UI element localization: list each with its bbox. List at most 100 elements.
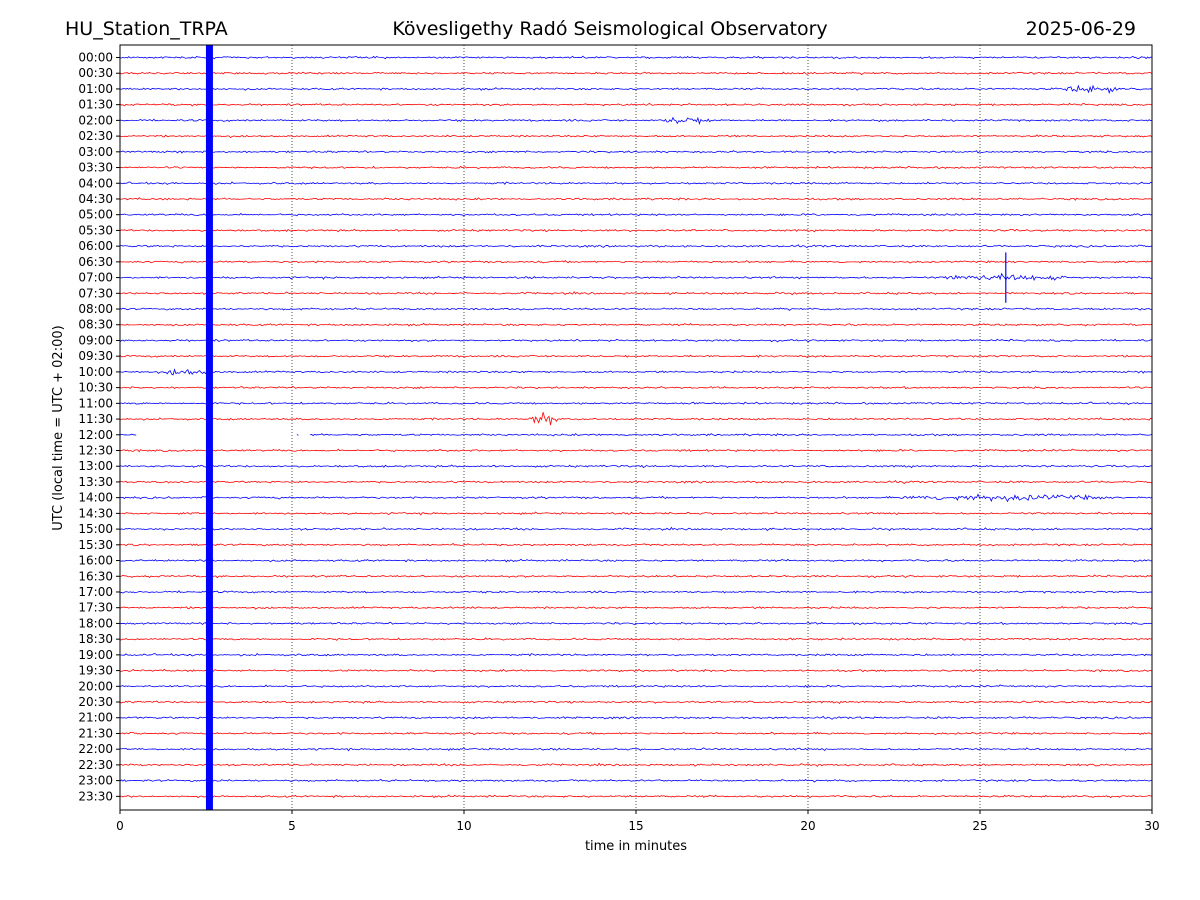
trace-row-1430 xyxy=(119,511,1153,516)
y-tick-label: 12:30 xyxy=(78,444,113,458)
y-tick-label: 23:00 xyxy=(78,774,113,788)
calibration-pulse xyxy=(205,45,213,810)
trace-row-1400 xyxy=(119,493,1153,503)
y-tick-label: 05:30 xyxy=(78,223,113,237)
y-tick-label: 05:00 xyxy=(78,208,113,222)
trace-row-0930 xyxy=(119,354,1153,358)
y-tick-label: 12:00 xyxy=(78,428,113,442)
trace-row-1500 xyxy=(119,526,1153,532)
y-axis-label: UTC (local time = UTC + 02:00) xyxy=(51,325,66,530)
y-tick-label: 19:00 xyxy=(78,648,113,662)
x-axis-ticks: 0 5 10 15 20 25 30 xyxy=(116,810,1160,833)
y-tick-label: 01:30 xyxy=(78,98,113,112)
y-tick-label: 02:00 xyxy=(78,113,113,127)
y-tick-label: 16:30 xyxy=(78,569,113,583)
y-tick-label: 09:30 xyxy=(78,349,113,363)
y-tick-label: 10:00 xyxy=(78,365,113,379)
trace-row-2130 xyxy=(119,731,1153,736)
x-tick-label: 0 xyxy=(116,819,124,833)
y-tick-label: 13:30 xyxy=(78,475,113,489)
y-tick-label: 16:00 xyxy=(78,554,113,568)
y-tick-label: 17:30 xyxy=(78,601,113,615)
trace-row-0100 xyxy=(119,84,1153,95)
trace-row-0130 xyxy=(119,102,1153,107)
y-tick-label: 15:30 xyxy=(78,538,113,552)
trace-row-0200 xyxy=(119,116,1153,126)
trace-row-1630 xyxy=(119,574,1153,579)
x-tick-label: 25 xyxy=(972,819,987,833)
trace-row-1300 xyxy=(119,464,1153,469)
y-tick-label: 01:00 xyxy=(78,82,113,96)
trace-row-2100 xyxy=(119,715,1153,720)
trace-row-0530 xyxy=(119,228,1153,233)
trace-row-0030 xyxy=(119,71,1153,76)
trace-row-1700 xyxy=(119,590,1153,594)
y-tick-label: 02:30 xyxy=(78,129,113,143)
station-title: HU_Station_TRPA xyxy=(65,18,228,40)
trace-row-1000 xyxy=(119,368,1153,376)
trace-row-2230 xyxy=(119,762,1153,767)
trace-row-1830 xyxy=(119,637,1153,641)
trace-row-1900 xyxy=(120,653,1153,657)
trace-row-0000 xyxy=(119,55,1153,60)
trace-row-2330 xyxy=(119,794,1153,799)
x-tick-label: 20 xyxy=(800,819,815,833)
y-tick-label: 06:00 xyxy=(78,239,113,253)
x-tick-label: 15 xyxy=(628,819,643,833)
y-tick-label: 23:30 xyxy=(78,789,113,803)
y-tick-label: 18:30 xyxy=(78,632,113,646)
trace-row-2300 xyxy=(119,778,1153,783)
y-tick-label: 03:00 xyxy=(78,145,113,159)
y-tick-label: 07:30 xyxy=(78,286,113,300)
trace-row-2030 xyxy=(119,700,1153,704)
y-tick-label: 19:30 xyxy=(78,664,113,678)
y-tick-label: 08:30 xyxy=(78,318,113,332)
y-tick-label: 20:30 xyxy=(78,695,113,709)
observatory-title: Kövesligethy Radó Seismological Observat… xyxy=(392,18,827,40)
trace-row-0430 xyxy=(119,197,1153,201)
y-tick-label: 14:30 xyxy=(78,506,113,520)
trace-row-0230 xyxy=(119,134,1153,139)
trace-row-0400 xyxy=(119,181,1153,185)
trace-row-1800 xyxy=(119,621,1153,626)
date-title: 2025-06-29 xyxy=(1026,18,1136,40)
seismic-traces xyxy=(119,55,1153,799)
trace-row-1930 xyxy=(119,668,1153,673)
y-tick-label: 00:30 xyxy=(78,66,113,80)
x-grid xyxy=(291,45,981,810)
y-tick-label: 11:30 xyxy=(78,412,113,426)
y-tick-label: 21:30 xyxy=(78,726,113,740)
x-tick-label: 30 xyxy=(1144,819,1159,833)
y-tick-label: 03:30 xyxy=(78,161,113,175)
y-tick-label: 06:30 xyxy=(78,255,113,269)
trace-row-1030 xyxy=(119,385,1153,390)
x-axis-label: time in minutes xyxy=(585,839,687,854)
y-tick-label: 20:00 xyxy=(78,679,113,693)
y-tick-label: 22:30 xyxy=(78,758,113,772)
trace-row-1730 xyxy=(119,605,1153,610)
y-tick-label: 07:00 xyxy=(78,271,113,285)
trace-row-2000 xyxy=(119,684,1153,688)
x-tick-label: 5 xyxy=(288,819,296,833)
trace-row-0500 xyxy=(119,212,1153,217)
calibration-band xyxy=(205,45,213,810)
trace-row-0900 xyxy=(119,338,1153,343)
trace-row-1200 xyxy=(119,433,1153,437)
trace-row-1230 xyxy=(119,448,1153,453)
x-tick-label: 10 xyxy=(456,819,471,833)
y-tick-label: 21:00 xyxy=(78,711,113,725)
trace-row-0800 xyxy=(119,307,1153,311)
trace-row-1100 xyxy=(119,401,1153,406)
y-tick-label: 11:00 xyxy=(78,396,113,410)
y-tick-label: 04:00 xyxy=(78,176,113,190)
y-tick-label: 04:30 xyxy=(78,192,113,206)
trace-row-1530 xyxy=(119,543,1153,547)
y-tick-label: 13:00 xyxy=(78,459,113,473)
y-tick-label: 17:00 xyxy=(78,585,113,599)
y-tick-label: 18:00 xyxy=(78,616,113,630)
y-tick-label: 09:00 xyxy=(78,333,113,347)
y-tick-label: 14:00 xyxy=(78,491,113,505)
trace-row-2200 xyxy=(119,747,1153,752)
